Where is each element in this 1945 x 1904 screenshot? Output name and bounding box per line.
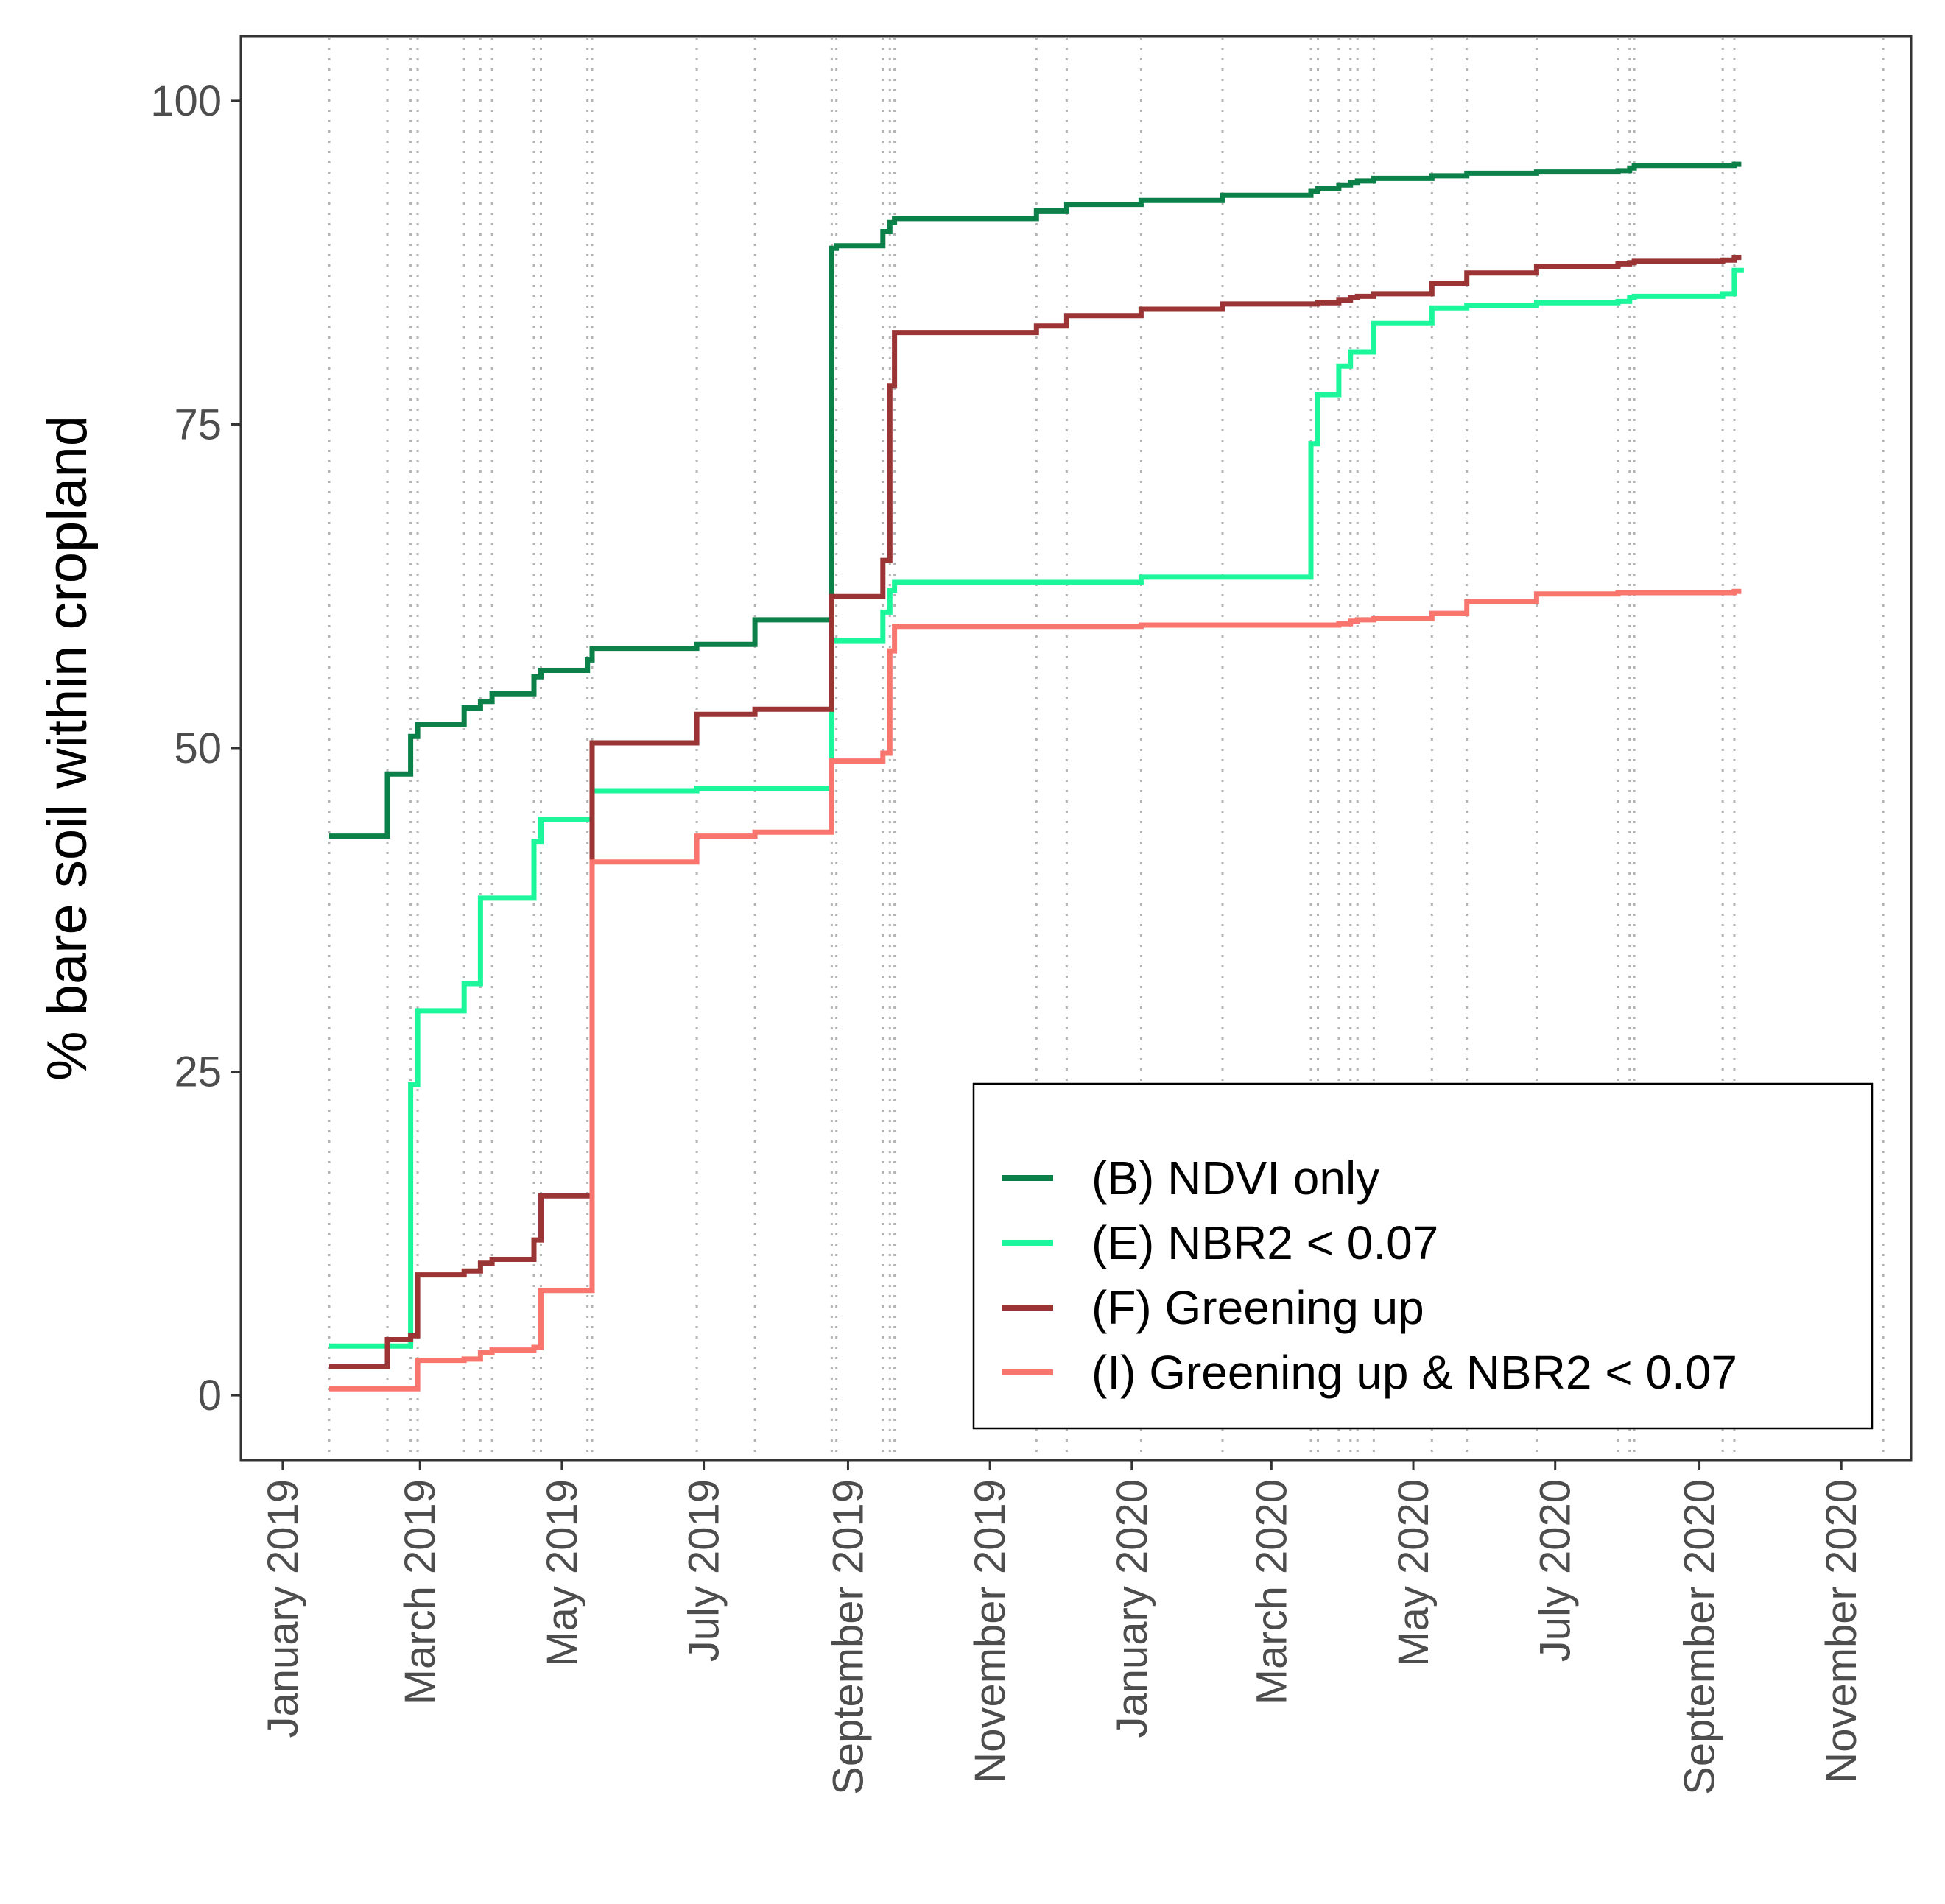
series-line-f-greening-up bbox=[329, 255, 1742, 1369]
y-tick-label: 25 bbox=[174, 1048, 222, 1096]
legend-box bbox=[972, 1082, 1874, 1430]
legend-items: (B) NDVI only (E) NBR2 < 0.07 (F) Greening… bbox=[1002, 1152, 1737, 1399]
series-layer bbox=[329, 161, 1744, 1392]
y-axis: 0 25 50 75 100 bbox=[150, 77, 241, 1420]
x-tick-label: September 2020 bbox=[1676, 1479, 1724, 1795]
x-tick-label: September 2019 bbox=[824, 1479, 872, 1795]
y-tick-label: 75 bbox=[174, 401, 222, 448]
series-line-e-nbr2-0-07 bbox=[329, 267, 1744, 1349]
legend-label-f-greening-up: (F) Greening up bbox=[1091, 1281, 1424, 1334]
y-tick-label: 100 bbox=[150, 77, 222, 125]
x-tick-label: January 2020 bbox=[1108, 1479, 1156, 1738]
y-axis-title: % bare soil within cropland bbox=[36, 415, 99, 1081]
x-tick-label: July 2020 bbox=[1532, 1479, 1580, 1662]
legend: (B) NDVI only (E) NBR2 < 0.07 (F) Greening… bbox=[972, 1082, 1874, 1430]
legend-label-b-ndvi-only: (B) NDVI only bbox=[1091, 1152, 1379, 1205]
series-line-i-greening-up-nbr2-0-07 bbox=[329, 588, 1742, 1392]
x-tick-label: November 2020 bbox=[1818, 1479, 1865, 1783]
x-tick-label: January 2019 bbox=[259, 1479, 307, 1738]
y-tick-label: 0 bbox=[198, 1372, 222, 1420]
x-tick-label: May 2020 bbox=[1390, 1479, 1438, 1667]
legend-label-e-nbr2-0-07: (E) NBR2 < 0.07 bbox=[1091, 1216, 1438, 1269]
x-tick-label: March 2019 bbox=[396, 1479, 444, 1704]
x-tick-label: May 2019 bbox=[538, 1479, 586, 1667]
x-tick-label: March 2020 bbox=[1248, 1479, 1295, 1704]
x-axis: January 2019 March 2019 May 2019 July 2019 S… bbox=[259, 1460, 1865, 1795]
y-tick-label: 50 bbox=[174, 724, 222, 772]
x-tick-label: July 2019 bbox=[680, 1479, 728, 1662]
series-line-b-ndvi-only bbox=[329, 161, 1742, 839]
x-tick-label: November 2019 bbox=[966, 1479, 1014, 1783]
legend-label-i-greening-up-nbr2-0-07: (I) Greening up & NBR2 < 0.07 bbox=[1091, 1346, 1737, 1399]
